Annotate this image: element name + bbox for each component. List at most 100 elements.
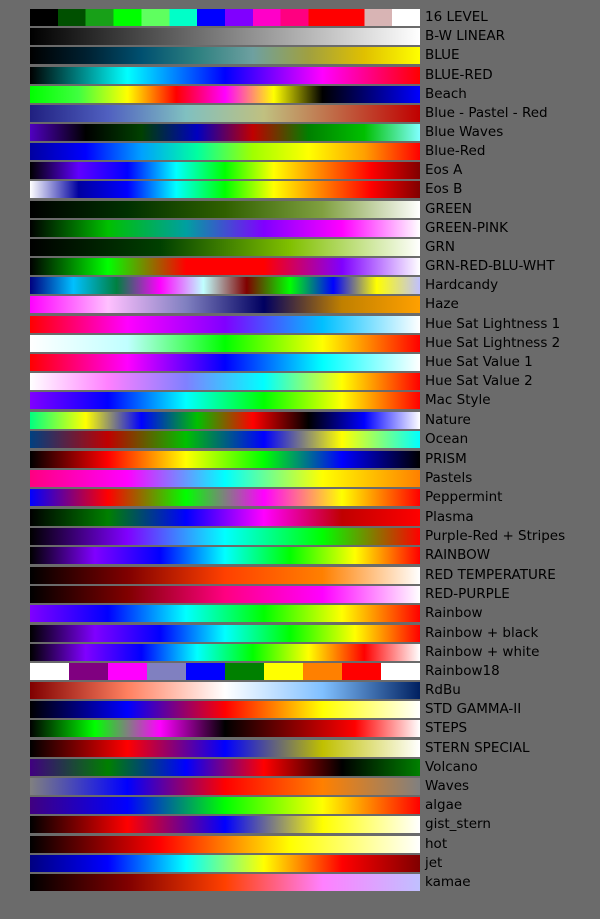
colormap-row[interactable]: kamae — [0, 874, 600, 893]
colormap-label: algae — [425, 797, 463, 813]
colormap-bar[interactable] — [30, 316, 420, 333]
colormap-row[interactable]: PRISM — [0, 451, 600, 470]
colormap-bar[interactable] — [30, 67, 420, 84]
colormap-row[interactable]: algae — [0, 797, 600, 816]
colormap-row[interactable]: BLUE — [0, 47, 600, 66]
colormap-bar[interactable] — [30, 489, 420, 506]
colormap-bar[interactable] — [30, 836, 420, 853]
colormap-bar[interactable] — [30, 86, 420, 103]
colormap-row[interactable]: gist_stern — [0, 816, 600, 835]
colormap-bar[interactable] — [30, 874, 420, 891]
colormap-row[interactable]: Ocean — [0, 431, 600, 450]
colormap-row[interactable]: Volcano — [0, 759, 600, 778]
colormap-bar[interactable] — [30, 296, 420, 313]
colormap-row[interactable]: GRN-RED-BLU-WHT — [0, 258, 600, 277]
colormap-row[interactable]: STD GAMMA-II — [0, 701, 600, 720]
colormap-row[interactable]: Rainbow + black — [0, 625, 600, 644]
colormap-bar[interactable] — [30, 509, 420, 526]
colormap-row[interactable]: Rainbow — [0, 605, 600, 624]
colormap-row[interactable]: GRN — [0, 239, 600, 258]
colormap-bar[interactable] — [30, 220, 420, 237]
colormap-bar[interactable] — [30, 162, 420, 179]
colormap-bar[interactable] — [30, 605, 420, 622]
colormap-row[interactable]: Pastels — [0, 470, 600, 489]
colormap-row[interactable]: Mac Style — [0, 392, 600, 411]
colormap-bar[interactable] — [30, 625, 420, 642]
colormap-row[interactable]: GREEN — [0, 201, 600, 220]
colormap-bar[interactable] — [30, 124, 420, 141]
colormap-row[interactable]: Peppermint — [0, 489, 600, 508]
colormap-bar[interactable] — [30, 470, 420, 487]
colormap-bar[interactable] — [30, 354, 420, 371]
colormap-row[interactable]: RED TEMPERATURE — [0, 567, 600, 586]
colormap-row[interactable]: RdBu — [0, 682, 600, 701]
colormap-label: B-W LINEAR — [425, 28, 505, 44]
colormap-bar[interactable] — [30, 644, 420, 661]
colormap-row[interactable]: Eos A — [0, 162, 600, 181]
colormap-bar[interactable] — [30, 105, 420, 122]
colormap-bar[interactable] — [30, 412, 420, 429]
colormap-row[interactable]: Eos B — [0, 181, 600, 200]
colormap-label: Mac Style — [425, 392, 491, 408]
colormap-row[interactable]: Blue Waves — [0, 124, 600, 143]
colormap-row[interactable]: Blue-Red — [0, 143, 600, 162]
colormap-bar[interactable] — [30, 451, 420, 468]
colormap-row[interactable]: STEPS — [0, 720, 600, 739]
colormap-bar[interactable] — [30, 720, 420, 737]
colormap-bar[interactable] — [30, 797, 420, 814]
colormap-bar[interactable] — [30, 239, 420, 256]
colormap-bar[interactable] — [30, 759, 420, 776]
colormap-row[interactable]: RED-PURPLE — [0, 586, 600, 605]
colormap-row[interactable]: Hue Sat Lightness 1 — [0, 316, 600, 335]
colormap-row[interactable]: Beach — [0, 86, 600, 105]
colormap-bar[interactable] — [30, 816, 420, 833]
colormap-row[interactable]: hot — [0, 836, 600, 855]
colormap-bar[interactable] — [30, 9, 420, 26]
colormap-bar[interactable] — [30, 682, 420, 699]
colormap-bar[interactable] — [30, 586, 420, 603]
colormap-bar[interactable] — [30, 701, 420, 718]
colormap-label: Blue Waves — [425, 124, 504, 140]
colormap-bar[interactable] — [30, 277, 420, 294]
colormap-bar[interactable] — [30, 431, 420, 448]
colormap-label: jet — [425, 855, 443, 871]
colormap-row[interactable]: Hardcandy — [0, 277, 600, 296]
colormap-bar[interactable] — [30, 855, 420, 872]
colormap-row[interactable]: Hue Sat Value 2 — [0, 373, 600, 392]
colormap-bar[interactable] — [30, 181, 420, 198]
colormap-row[interactable]: jet — [0, 855, 600, 874]
colormap-bar[interactable] — [30, 258, 420, 275]
colormap-bar[interactable] — [30, 567, 420, 584]
colormap-bar[interactable] — [30, 528, 420, 545]
colormap-row[interactable]: B-W LINEAR — [0, 28, 600, 47]
colormap-label: Eos A — [425, 162, 463, 178]
colormap-bar[interactable] — [30, 28, 420, 45]
colormap-row[interactable]: Blue - Pastel - Red — [0, 105, 600, 124]
colormap-bar[interactable] — [30, 201, 420, 218]
colormap-row[interactable]: Nature — [0, 412, 600, 431]
colormap-row[interactable]: BLUE-RED — [0, 67, 600, 86]
colormap-bar[interactable] — [30, 778, 420, 795]
colormap-row[interactable]: Haze — [0, 296, 600, 315]
colormap-row[interactable]: GREEN-PINK — [0, 220, 600, 239]
colormap-row[interactable]: Rainbow + white — [0, 644, 600, 663]
colormap-label: STD GAMMA-II — [425, 701, 522, 717]
colormap-row[interactable]: Hue Sat Lightness 2 — [0, 335, 600, 354]
colormap-row[interactable]: Rainbow18 — [0, 663, 600, 682]
colormap-label: BLUE — [425, 47, 460, 63]
colormap-bar[interactable] — [30, 335, 420, 352]
colormap-row[interactable]: Purple-Red + Stripes — [0, 528, 600, 547]
colormap-row[interactable]: Hue Sat Value 1 — [0, 354, 600, 373]
colormap-bar[interactable] — [30, 373, 420, 390]
colormap-bar[interactable] — [30, 663, 420, 680]
colormap-row[interactable]: 16 LEVEL — [0, 9, 600, 28]
colormap-bar[interactable] — [30, 47, 420, 64]
colormap-bar[interactable] — [30, 740, 420, 757]
colormap-row[interactable]: Plasma — [0, 509, 600, 528]
colormap-row[interactable]: STERN SPECIAL — [0, 740, 600, 759]
colormap-bar[interactable] — [30, 392, 420, 409]
colormap-bar[interactable] — [30, 143, 420, 160]
colormap-row[interactable]: Waves — [0, 778, 600, 797]
colormap-row[interactable]: RAINBOW — [0, 547, 600, 566]
colormap-bar[interactable] — [30, 547, 420, 564]
